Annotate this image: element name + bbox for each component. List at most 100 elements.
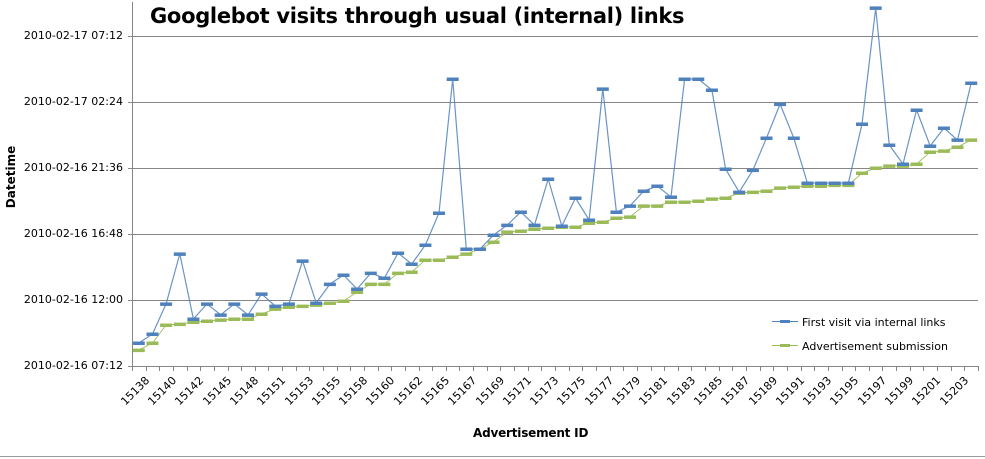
data-point-marker <box>364 271 377 276</box>
data-point-marker <box>242 313 254 317</box>
data-point-marker <box>678 77 691 81</box>
data-point-marker <box>351 290 364 294</box>
data-point-marker <box>378 276 391 280</box>
data-point-marker <box>637 189 650 193</box>
data-point-marker <box>228 317 241 321</box>
data-point-marker <box>883 164 896 168</box>
data-point-marker <box>897 164 909 168</box>
data-point-marker <box>187 320 200 324</box>
data-point-marker <box>937 126 950 130</box>
data-point-marker <box>569 196 582 200</box>
data-point-marker <box>201 302 213 306</box>
data-point-marker <box>719 196 732 200</box>
sheet-gridline <box>0 456 985 457</box>
data-point-marker <box>951 138 964 142</box>
data-point-marker <box>146 332 159 336</box>
data-point-marker <box>801 181 814 185</box>
data-point-marker <box>555 224 568 228</box>
data-point-marker <box>774 102 787 107</box>
data-point-marker <box>897 162 909 166</box>
data-point-marker <box>637 204 650 208</box>
data-point-marker <box>528 223 541 228</box>
data-point-marker <box>337 299 350 303</box>
data-point-marker <box>228 302 241 306</box>
data-point-marker <box>269 307 282 311</box>
data-point-marker <box>351 287 364 291</box>
series-first-visit <box>132 6 978 345</box>
y-tick-label: 2010-02-17 07:12 <box>23 29 123 42</box>
data-point-marker <box>746 168 759 173</box>
data-point-marker <box>187 317 200 321</box>
data-point-marker <box>255 312 268 316</box>
data-point-marker <box>569 225 582 229</box>
data-point-marker <box>173 322 186 327</box>
data-point-marker <box>173 252 186 256</box>
data-point-marker <box>419 258 432 262</box>
data-point-marker <box>856 171 868 175</box>
data-point-marker <box>132 341 145 345</box>
data-point-marker <box>296 304 309 309</box>
y-tick-label: 2010-02-16 07:12 <box>23 359 123 372</box>
data-point-marker <box>282 305 295 309</box>
data-point-marker <box>433 258 445 262</box>
data-point-marker <box>364 282 377 287</box>
data-point-marker <box>774 186 787 190</box>
data-point-marker <box>460 252 473 256</box>
data-point-marker <box>856 122 868 126</box>
y-axis-title: Datetime <box>4 145 18 209</box>
y-tick-label: 2010-02-17 02:24 <box>23 95 123 108</box>
data-point-marker <box>269 304 282 309</box>
data-point-marker <box>842 181 855 185</box>
data-point-marker <box>869 166 882 170</box>
data-point-marker <box>842 183 855 188</box>
data-point-marker <box>937 149 950 153</box>
data-point-marker <box>665 195 677 199</box>
data-point-marker <box>282 302 295 306</box>
data-point-marker <box>787 136 800 140</box>
legend-label: First visit via internal links <box>802 315 946 329</box>
legend-label: Advertisement submission <box>802 339 948 353</box>
data-point-marker <box>419 243 432 247</box>
data-point-marker <box>310 301 323 305</box>
data-point-marker <box>965 138 978 142</box>
data-point-marker <box>760 136 773 140</box>
data-point-marker <box>487 233 500 237</box>
data-point-marker <box>542 177 555 181</box>
data-point-marker <box>296 259 309 263</box>
data-point-marker <box>583 221 596 225</box>
data-point-marker <box>692 77 705 81</box>
data-point-marker <box>665 200 677 204</box>
data-point-marker <box>624 204 636 208</box>
data-point-marker <box>651 204 664 208</box>
data-point-marker <box>392 271 405 276</box>
data-point-marker <box>869 6 882 10</box>
data-point-marker <box>446 255 459 259</box>
x-axis-title: Advertisement ID <box>473 426 589 440</box>
data-point-marker <box>924 144 937 148</box>
data-point-marker <box>460 247 473 251</box>
data-point-marker <box>651 184 664 188</box>
data-point-marker <box>965 81 978 85</box>
data-point-marker <box>760 189 773 193</box>
data-point-marker <box>446 77 459 81</box>
data-point-marker <box>705 197 718 201</box>
chart-title: Googlebot visits through usual (internal… <box>150 4 685 28</box>
data-point-marker <box>624 215 636 219</box>
data-point-marker <box>242 317 254 321</box>
y-tick-label: 2010-02-16 12:00 <box>23 293 123 306</box>
data-point-marker <box>514 210 527 214</box>
data-point-marker <box>528 227 541 231</box>
data-point-marker <box>310 303 323 307</box>
data-point-marker <box>487 240 500 244</box>
data-point-marker <box>719 167 732 171</box>
data-point-marker <box>910 162 923 166</box>
data-point-marker <box>405 262 418 266</box>
data-point-marker <box>910 108 923 112</box>
legend-item-ad-submission: Advertisement submission <box>772 334 948 358</box>
data-point-marker <box>405 270 418 274</box>
data-point-marker <box>733 190 746 195</box>
data-point-marker <box>596 220 609 224</box>
data-point-marker <box>692 199 705 203</box>
